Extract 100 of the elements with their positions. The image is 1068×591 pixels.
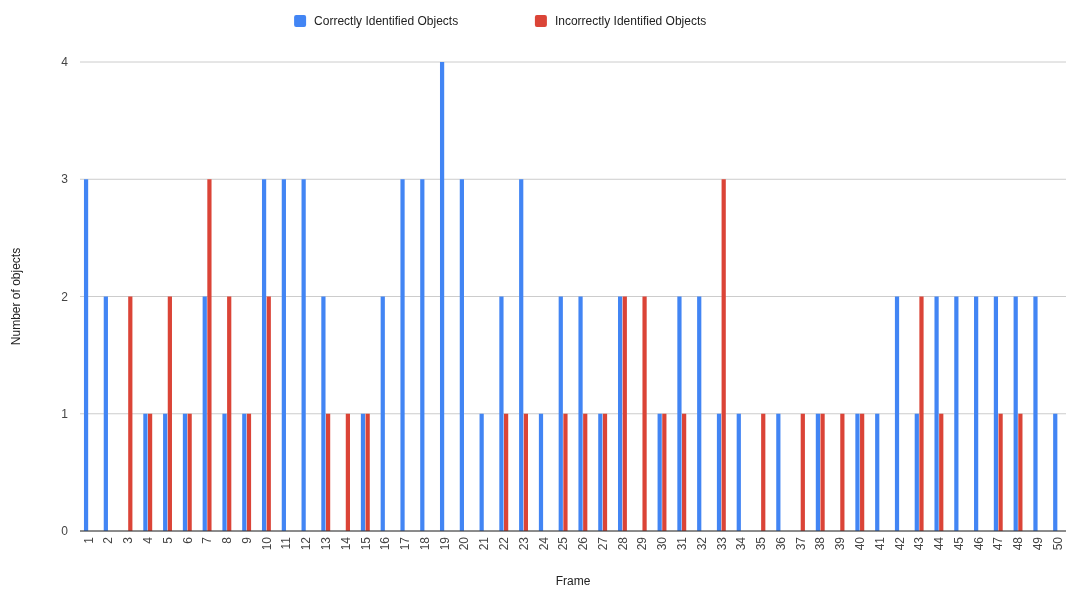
x-tick-label: 48 (1011, 536, 1026, 551)
bar (736, 413, 741, 531)
x-tick-label: 37 (793, 536, 808, 551)
bar (622, 296, 627, 531)
x-tick-label: 25 (556, 536, 571, 551)
bar (182, 413, 188, 531)
x-tick-label: 6 (180, 536, 195, 544)
x-tick-label: 34 (734, 536, 749, 551)
y-tick-label: 2 (61, 289, 69, 304)
bar (103, 296, 108, 531)
bar (1053, 413, 1058, 531)
x-tick-label: 35 (754, 536, 769, 551)
x-tick-label: 42 (892, 536, 907, 551)
x-tick-label: 31 (674, 536, 689, 551)
x-tick-label: 4 (140, 536, 155, 544)
x-tick-label: 49 (1031, 536, 1046, 551)
bar (246, 413, 252, 531)
bar (1033, 296, 1038, 531)
bar (242, 413, 247, 531)
x-tick-label: 16 (378, 536, 393, 551)
x-tick-label: 47 (991, 536, 1006, 551)
x-tick-label: 12 (299, 536, 314, 551)
bar (939, 413, 944, 531)
x-tick-label: 46 (971, 536, 986, 551)
bar (1018, 413, 1023, 531)
bar (894, 296, 900, 531)
legend-label: Incorrectly Identified Objects (554, 14, 707, 29)
legend-label: Correctly Identified Objects (314, 14, 459, 29)
bar (677, 296, 682, 531)
bar (860, 413, 865, 531)
y-tick-label: 4 (61, 55, 69, 70)
x-tick-label: 28 (615, 536, 630, 551)
bar (815, 413, 821, 531)
bar (875, 413, 880, 531)
bar (519, 179, 524, 531)
bar (914, 413, 919, 531)
x-tick-label: 41 (872, 536, 887, 551)
bar (642, 296, 647, 531)
x-tick-label: 40 (853, 536, 867, 551)
bar (380, 296, 385, 531)
bar (504, 413, 509, 531)
x-tick-label: 50 (1050, 536, 1065, 551)
x-tick-label: 32 (694, 536, 709, 551)
x-tick-label: 18 (417, 536, 432, 551)
bar (365, 413, 370, 531)
x-tick-label: 13 (318, 536, 333, 551)
bar (919, 296, 924, 531)
x-tick-label: 11 (279, 536, 294, 550)
x-tick-label: 7 (200, 536, 215, 544)
bar (301, 179, 306, 531)
bar (934, 296, 939, 531)
x-tick-label: 24 (536, 536, 551, 551)
bar (598, 413, 603, 531)
bar (523, 413, 528, 531)
x-tick-label: 38 (813, 536, 828, 551)
bar (682, 413, 687, 531)
bar (974, 296, 979, 531)
x-tick-label: 27 (595, 536, 610, 551)
x-tick-label: 43 (912, 536, 927, 551)
x-tick-label: 21 (477, 536, 492, 551)
bar (202, 296, 207, 531)
bar (128, 296, 133, 531)
y-tick-label: 0 (61, 524, 69, 539)
bar (187, 413, 192, 531)
bar (325, 413, 331, 531)
bar (222, 413, 227, 531)
y-axis-title: Number of objects (9, 247, 23, 346)
x-tick-label: 8 (220, 536, 235, 544)
x-tick-label: 26 (576, 536, 591, 551)
bar (538, 413, 544, 531)
x-tick-label: 33 (714, 536, 729, 551)
bar (578, 296, 583, 531)
bar (360, 413, 366, 531)
bar (420, 179, 425, 531)
bar (439, 62, 445, 531)
x-tick-label: 30 (655, 536, 670, 551)
bar (721, 179, 726, 531)
bar (820, 413, 825, 531)
x-tick-label: 17 (398, 536, 413, 551)
x-tick-label: 36 (773, 536, 788, 551)
bar (998, 413, 1003, 531)
bar (479, 413, 484, 531)
x-tick-label: 3 (121, 536, 136, 544)
x-tick-label: 39 (833, 536, 848, 551)
bar (143, 413, 148, 531)
x-tick-label: 20 (457, 536, 472, 551)
x-tick-label: 10 (259, 536, 274, 551)
bar (716, 413, 722, 531)
bar (800, 413, 805, 531)
bar (345, 413, 350, 531)
bar (657, 413, 662, 531)
bar (163, 413, 168, 531)
x-tick-label: 45 (951, 536, 966, 551)
bar (321, 296, 326, 531)
bar (602, 413, 608, 531)
bar (563, 413, 568, 531)
bar (697, 296, 702, 531)
y-tick-label: 3 (61, 172, 69, 187)
x-tick-label: 1 (81, 536, 96, 544)
x-tick-label: 2 (101, 536, 116, 544)
